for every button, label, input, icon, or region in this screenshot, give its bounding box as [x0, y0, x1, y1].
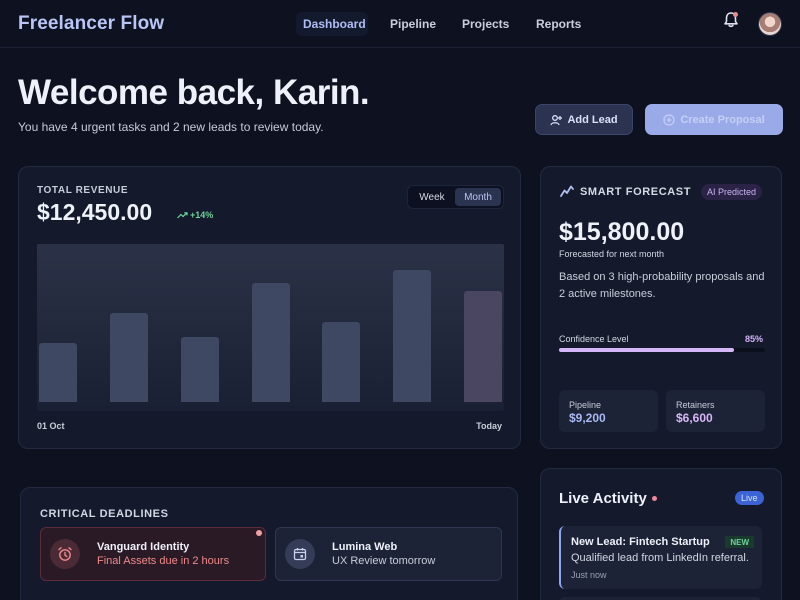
- nav-active-highlight: [296, 12, 368, 36]
- forecast-subtitle: Forecasted for next month: [559, 249, 665, 259]
- brand-logo[interactable]: Freelancer Flow: [18, 13, 165, 34]
- pipeline-stat-label: Pipeline: [569, 400, 602, 410]
- retainers-stat: Retainers $6,600: [666, 390, 765, 432]
- confidence-label: Confidence Level: [559, 334, 629, 344]
- user-avatar[interactable]: [758, 12, 782, 36]
- live-activity-card: Live Activity Live New Lead: Fintech Sta…: [540, 468, 782, 600]
- add-lead-label: Add Lead: [567, 113, 618, 126]
- revenue-delta: +14%: [177, 210, 213, 220]
- live-activity-title: Live Activity: [559, 490, 647, 507]
- urgent-dot: [256, 530, 262, 536]
- deadline-detail: Final Assets due in 2 hours: [97, 555, 230, 567]
- live-badge: Live: [735, 491, 764, 505]
- revenue-label: TOTAL REVENUE: [37, 185, 129, 196]
- notification-dot: [733, 12, 738, 17]
- nav-pipeline[interactable]: Pipeline: [390, 17, 437, 31]
- page-title: Welcome back, Karin.: [18, 73, 370, 112]
- activity-item[interactable]: New Lead: Fintech Startup NEW Qualified …: [559, 526, 762, 589]
- new-badge: NEW: [725, 536, 754, 548]
- forecast-title: SMART FORECAST: [580, 186, 692, 198]
- chart-bar[interactable]: [39, 343, 77, 402]
- revenue-value: $12,450.00: [37, 199, 153, 225]
- forecast-value: $15,800.00: [559, 218, 685, 246]
- retainers-stat-label: Retainers: [676, 400, 715, 410]
- pipeline-stat-value: $9,200: [569, 411, 606, 425]
- chart-x-start: 01 Oct: [37, 421, 65, 431]
- deadlines-card: CRITICAL DEADLINES Vanguard Identity Fin…: [20, 487, 518, 600]
- activity-item-description: Qualified lead from LinkedIn referral.: [571, 552, 749, 564]
- confidence-value: 85%: [744, 334, 763, 344]
- chart-bar[interactable]: [393, 269, 432, 402]
- chart-x-end: Today: [476, 421, 502, 431]
- nav-dashboard[interactable]: Dashboard: [303, 17, 366, 31]
- trend-up-icon: [177, 211, 188, 218]
- ai-predicted-badge: AI Predicted: [701, 184, 763, 200]
- toggle-week[interactable]: Week: [419, 191, 445, 203]
- add-user-icon: [550, 114, 563, 125]
- forecast-card: SMART FORECAST AI Predicted $15,800.00 F…: [540, 166, 782, 449]
- plus-circle-icon: [663, 113, 675, 126]
- add-lead-button[interactable]: Add Lead: [535, 104, 633, 135]
- revenue-card: TOTAL REVENUE $12,450.00 +14% Week Month…: [18, 166, 521, 449]
- chart-bar[interactable]: [464, 291, 502, 402]
- pipeline-stat: Pipeline $9,200: [559, 390, 658, 432]
- deadline-name: Vanguard Identity: [97, 541, 190, 553]
- chart-bar[interactable]: [322, 321, 361, 402]
- sparkline-icon: [560, 185, 574, 197]
- revenue-chart: [37, 244, 504, 411]
- top-nav: Freelancer Flow Dashboard Pipeline Proje…: [0, 0, 800, 48]
- create-proposal-button[interactable]: Create Proposal: [645, 104, 783, 135]
- create-proposal-label: Create Proposal: [680, 113, 765, 126]
- deadline-item-urgent[interactable]: Vanguard Identity Final Assets due in 2 …: [40, 527, 266, 581]
- nav-projects[interactable]: Projects: [462, 17, 510, 31]
- calendar-icon: [285, 539, 315, 569]
- chart-bar[interactable]: [180, 337, 219, 402]
- deadline-detail: UX Review tomorrow: [332, 555, 436, 567]
- chart-bar[interactable]: [109, 312, 148, 402]
- chart-bar[interactable]: [251, 283, 290, 402]
- alarm-clock-icon: [50, 539, 80, 569]
- nav-reports[interactable]: Reports: [536, 17, 582, 31]
- activity-item[interactable]: [559, 597, 762, 600]
- activity-item-title: New Lead: Fintech Startup: [571, 536, 710, 548]
- deadlines-title: CRITICAL DEADLINES: [40, 508, 169, 520]
- toggle-month[interactable]: Month: [455, 188, 501, 206]
- deadline-name: Lumina Web: [332, 541, 398, 553]
- period-toggle: Week Month: [407, 185, 504, 209]
- forecast-description: Based on 3 high-probability proposals an…: [559, 271, 765, 300]
- deadline-item[interactable]: Lumina Web UX Review tomorrow: [275, 527, 502, 581]
- page-subtitle: You have 4 urgent tasks and 2 new leads …: [18, 120, 324, 134]
- confidence-bar: [559, 348, 765, 352]
- activity-item-time: Just now: [571, 570, 607, 580]
- revenue-delta-text: +14%: [190, 210, 214, 220]
- live-pulse-dot: [652, 496, 657, 501]
- confidence-bar-fill: [559, 348, 735, 352]
- retainers-stat-value: $6,600: [676, 411, 713, 425]
